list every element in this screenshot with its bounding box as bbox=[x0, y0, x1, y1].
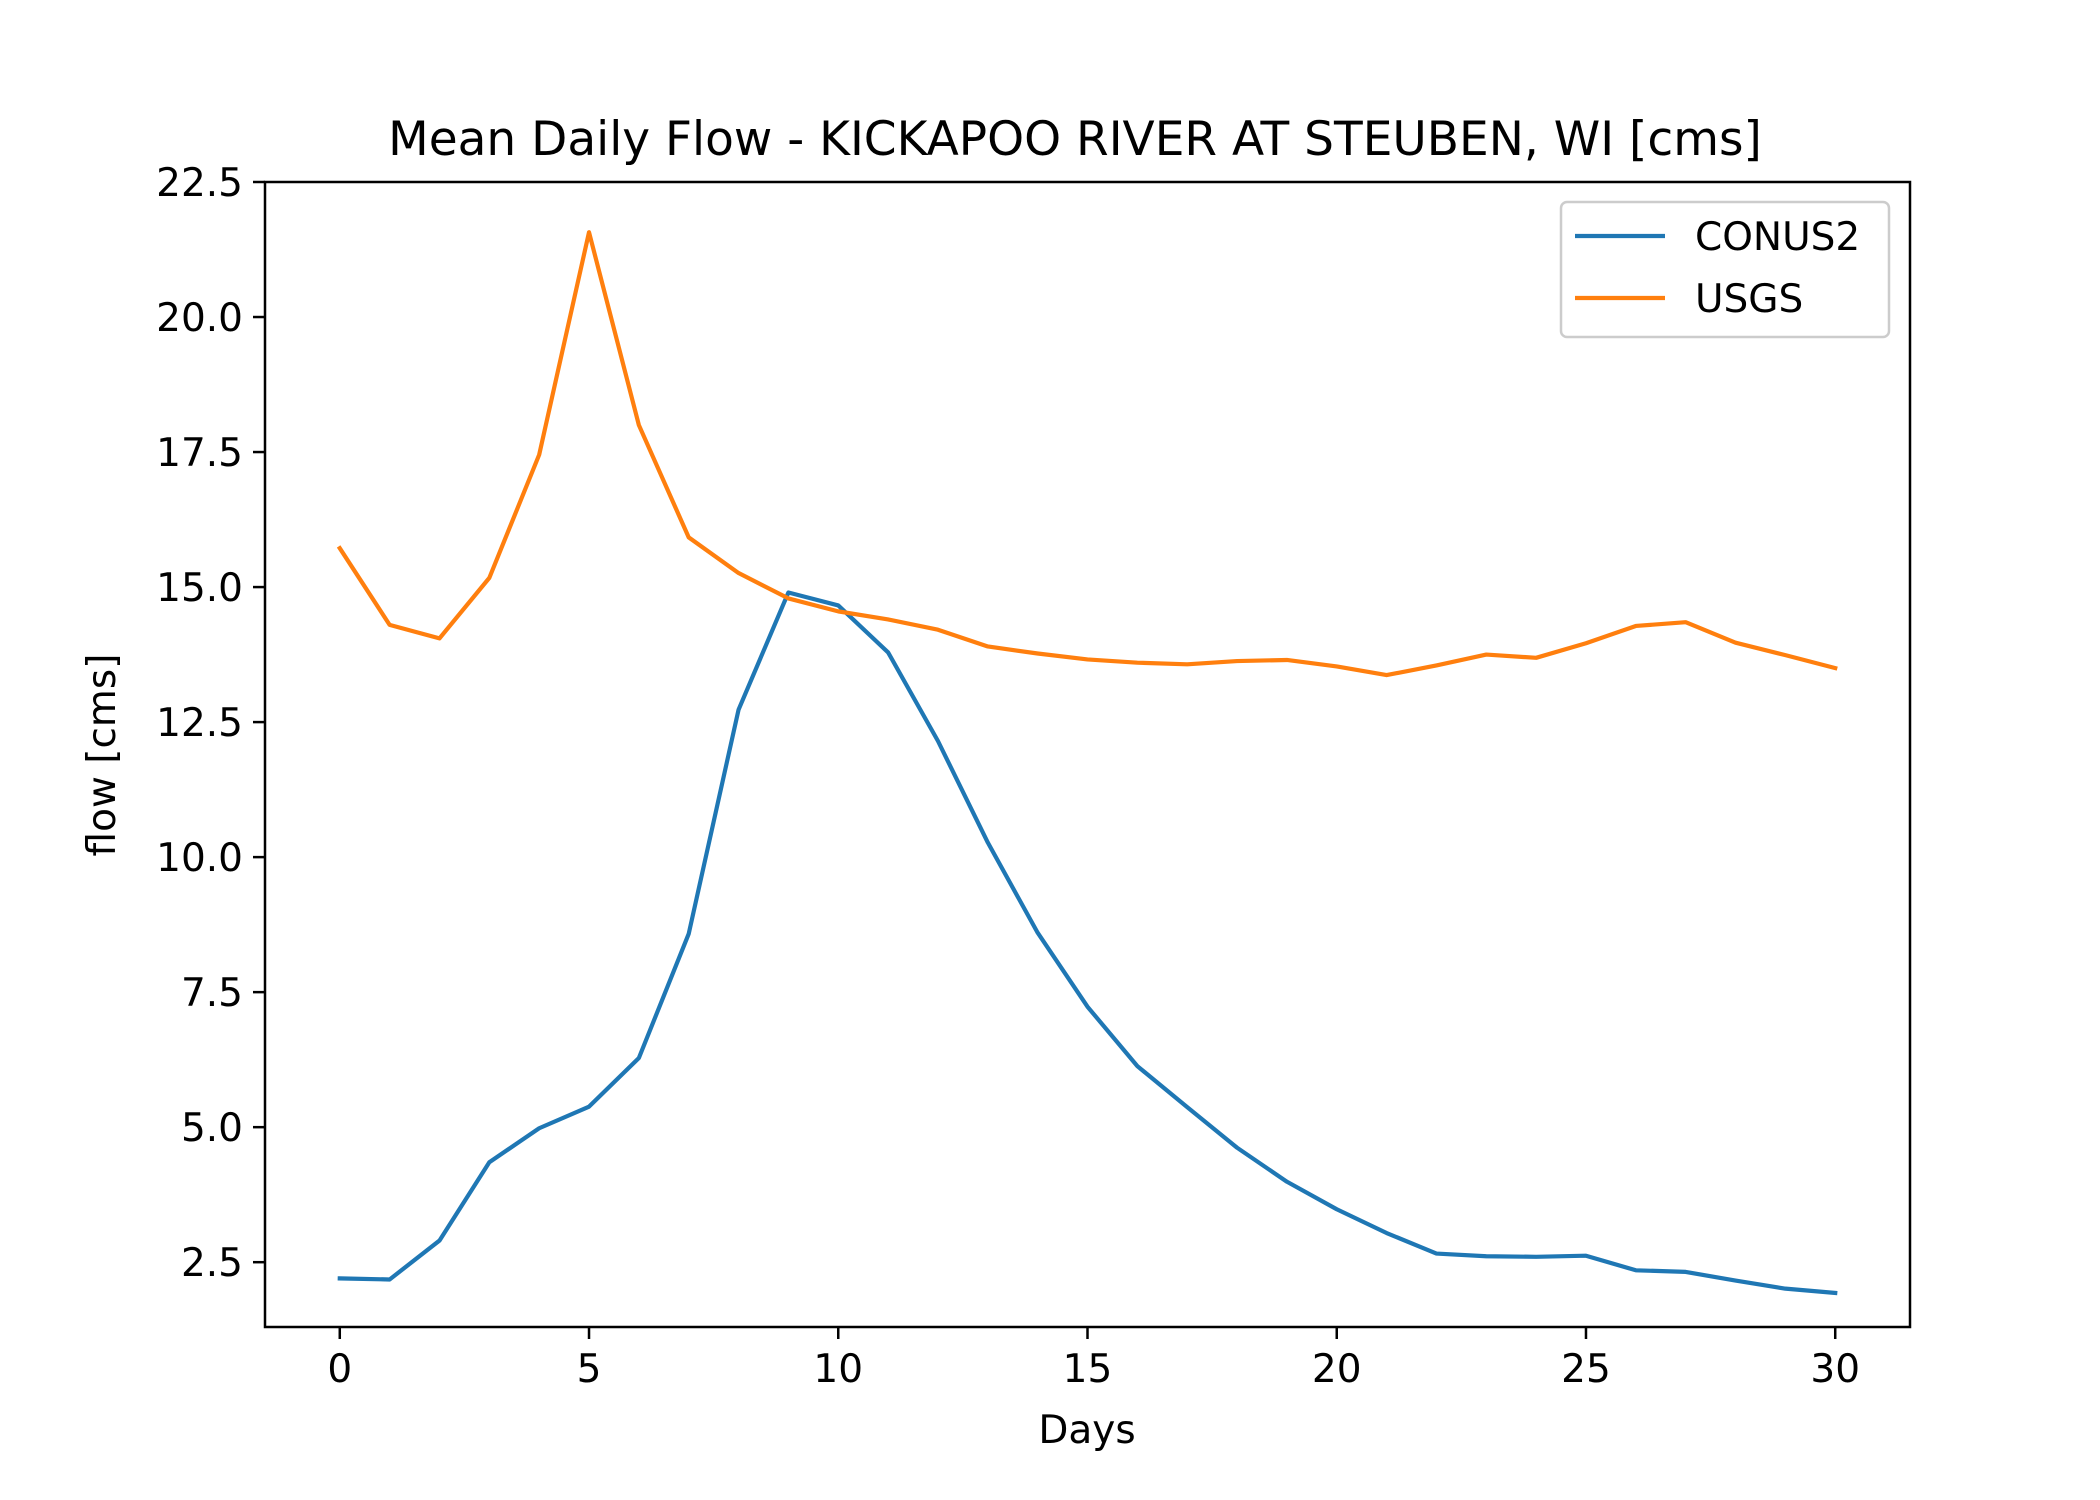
x-tick-label: 15 bbox=[1063, 1347, 1113, 1392]
x-axis-label: Days bbox=[1038, 1408, 1135, 1453]
y-axis-label: flow [cms] bbox=[80, 654, 125, 857]
y-tick-label: 7.5 bbox=[181, 971, 243, 1016]
x-tick-label: 5 bbox=[577, 1347, 602, 1392]
x-tick-label: 10 bbox=[813, 1347, 863, 1392]
series-layer bbox=[336, 230, 1838, 1296]
y-tick-label: 15.0 bbox=[156, 566, 243, 611]
series-line-conus2 bbox=[337, 590, 1838, 1296]
y-tick-label: 22.5 bbox=[156, 161, 243, 206]
chart-title: Mean Daily Flow - KICKAPOO RIVER AT STEU… bbox=[388, 112, 1762, 167]
y-tick-label: 17.5 bbox=[156, 431, 243, 476]
plot-frame bbox=[263, 180, 1912, 1329]
y-tick-label: 10.0 bbox=[156, 836, 243, 881]
y-tick-label: 20.0 bbox=[156, 296, 243, 341]
x-axis: 0 5 10 15 20 25 30 bbox=[327, 1327, 1860, 1392]
x-tick-label: 25 bbox=[1561, 1347, 1611, 1392]
x-tick-label: 0 bbox=[327, 1347, 352, 1392]
y-tick-label: 2.5 bbox=[181, 1241, 243, 1286]
legend-label-usgs: USGS bbox=[1695, 277, 1803, 322]
legend-label-conus2: CONUS2 bbox=[1695, 215, 1860, 260]
legend-entries: CONUS2 USGS bbox=[1575, 215, 1860, 322]
y-axis: 2.5 5.0 7.5 10.0 12.5 15.0 17.5 20.0 22.5 bbox=[156, 161, 265, 1286]
x-tick-label: 30 bbox=[1810, 1347, 1860, 1392]
series-line-usgs bbox=[336, 230, 1838, 678]
x-tick-label: 20 bbox=[1312, 1347, 1362, 1392]
y-tick-label: 12.5 bbox=[156, 701, 243, 746]
y-tick-label: 5.0 bbox=[181, 1106, 243, 1151]
legend: CONUS2 USGS bbox=[1559, 200, 1891, 339]
